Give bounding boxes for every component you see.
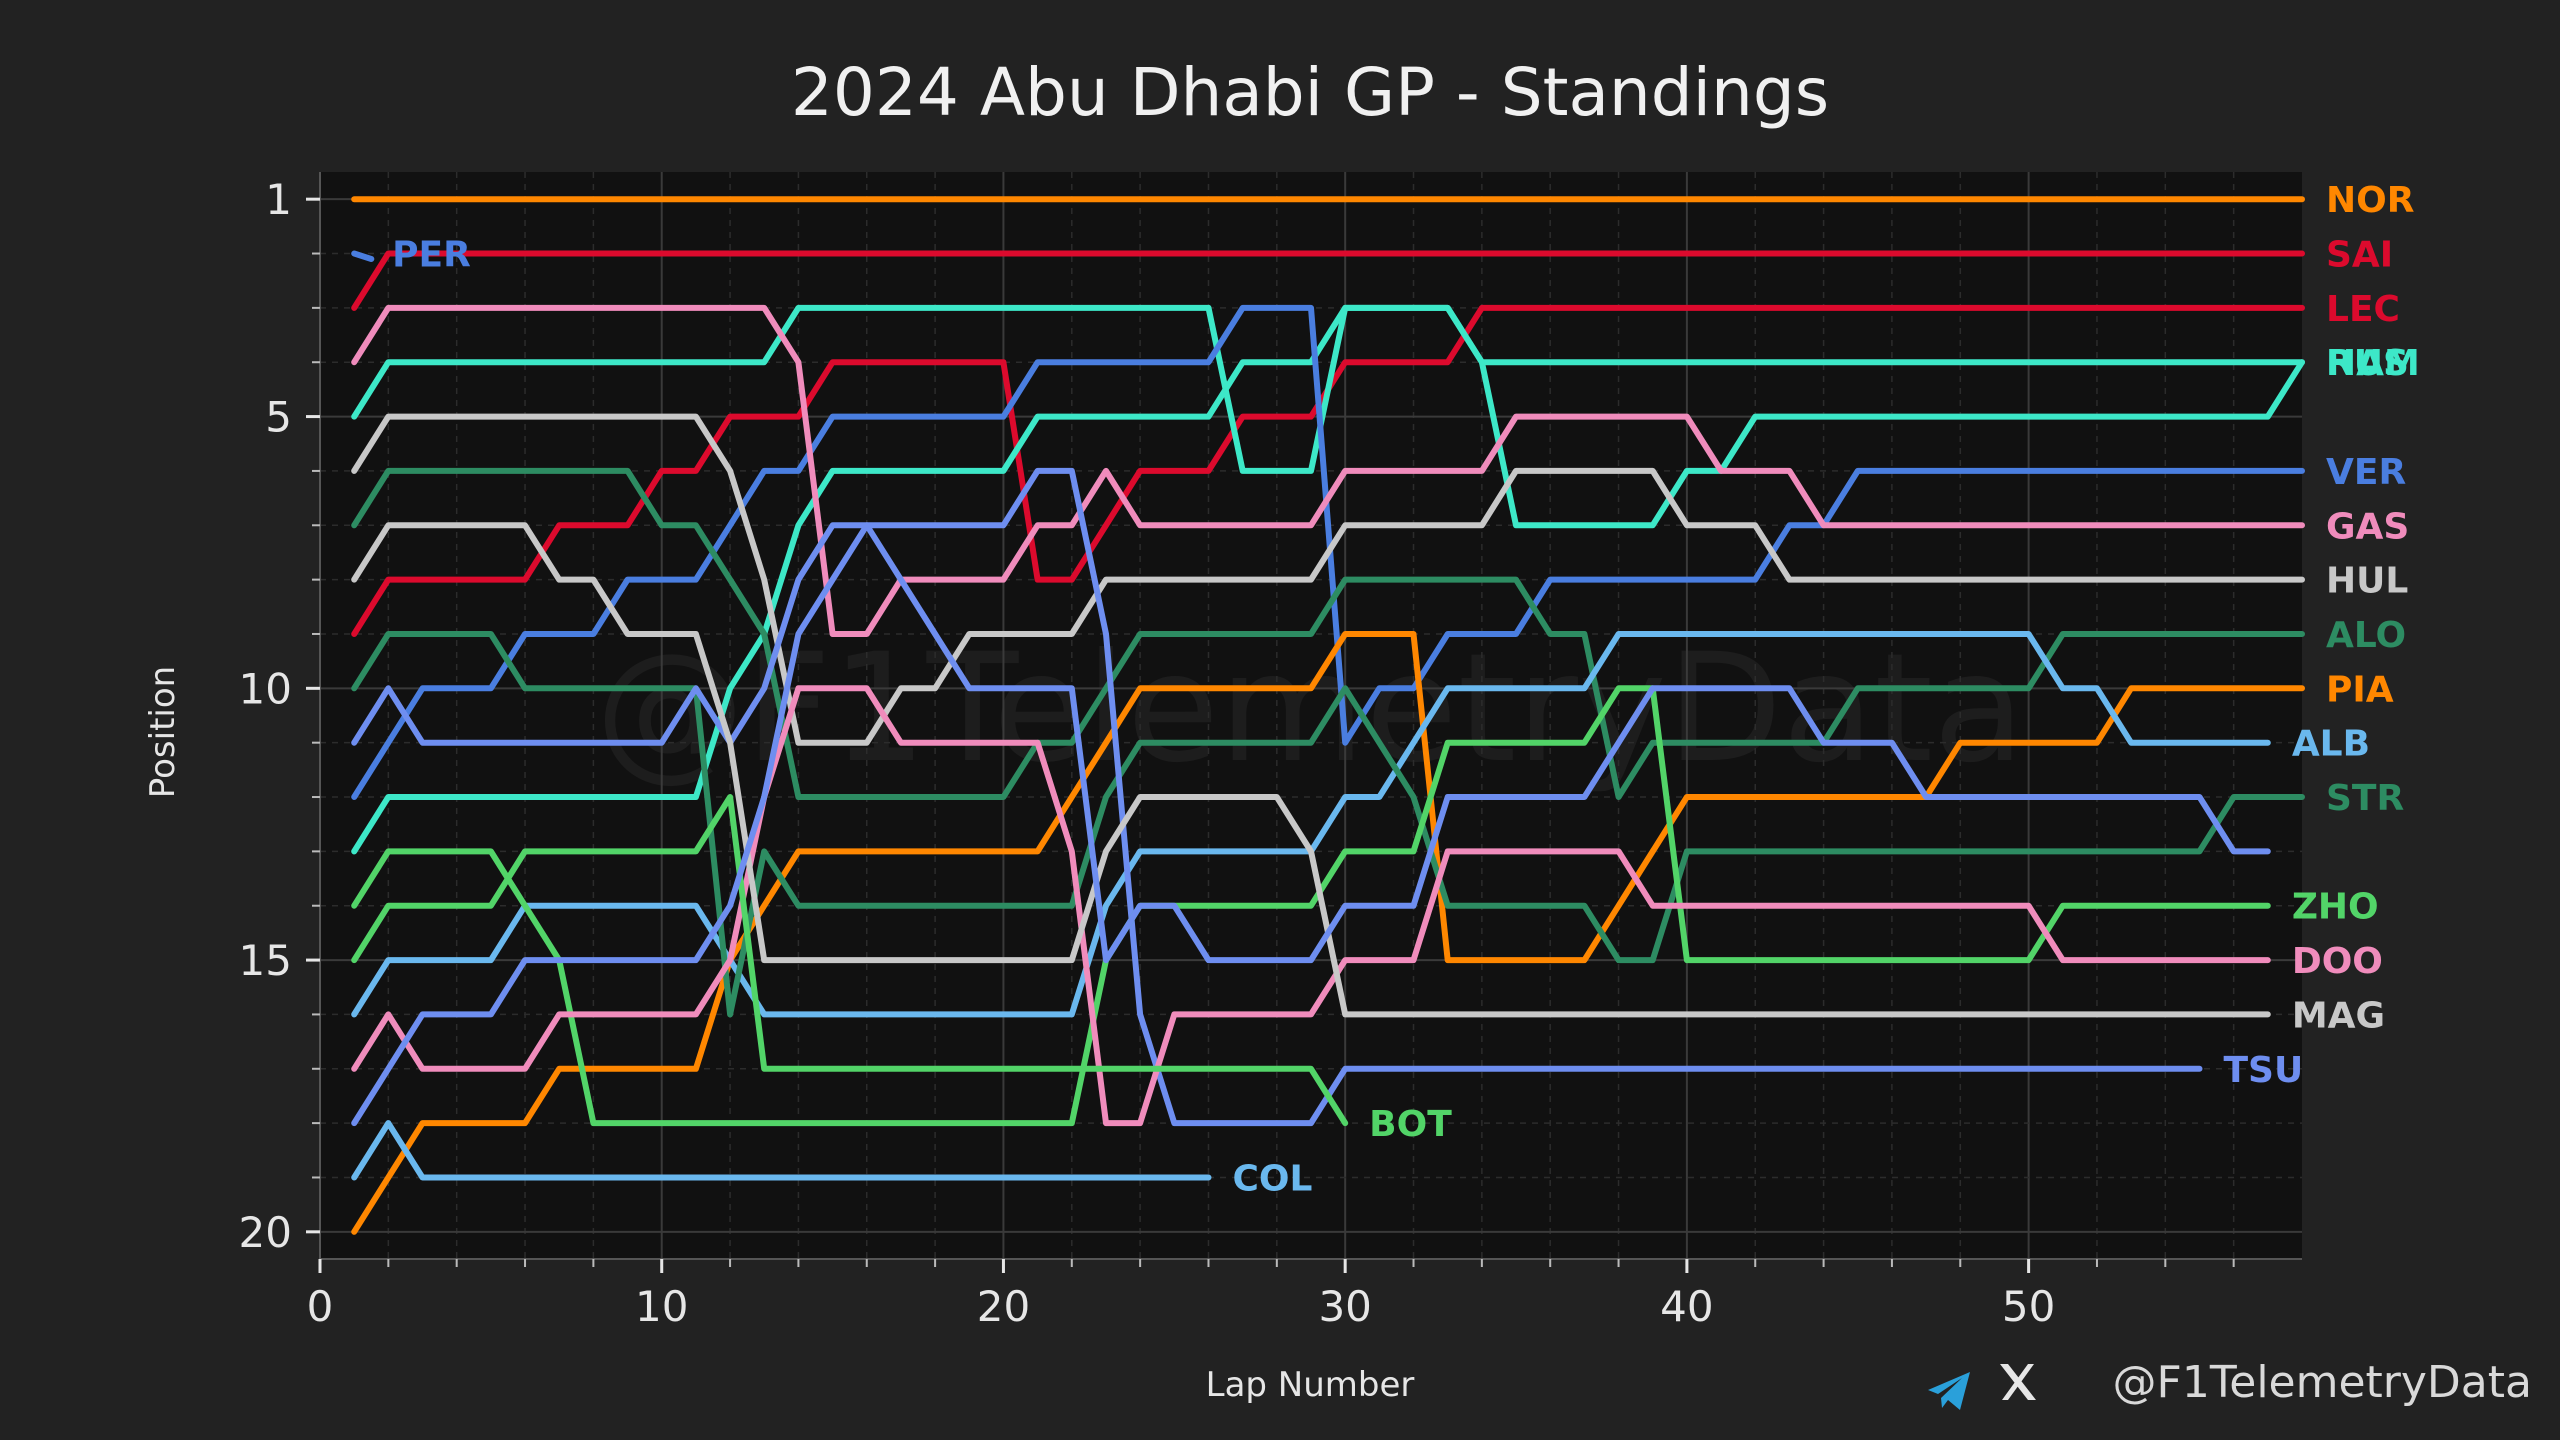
series-line-unlabeled: [351, 522, 2271, 1127]
driver-label-doo: DOO: [2292, 941, 2383, 982]
driver-label-alb: ALB: [2292, 724, 2370, 765]
watermark: @F1TelemetryData: [595, 622, 2025, 796]
driver-label-ver: VER: [2326, 452, 2406, 493]
driver-label-ham: HAM: [2326, 343, 2420, 384]
telegram-icon[interactable]: [1928, 1372, 1970, 1410]
driver-label-per: PER: [392, 235, 471, 276]
series-line-alo: [351, 467, 2305, 800]
driver-label-str: STR: [2326, 778, 2404, 819]
driver-label-lec: LEC: [2326, 289, 2400, 330]
x-axis-label: Lap Number: [1206, 1365, 1415, 1405]
driver-label-gas: GAS: [2326, 506, 2409, 547]
series-line-sai: [351, 250, 2305, 311]
x-tick-label: 20: [977, 1282, 1030, 1331]
x-tick-label: 30: [1318, 1282, 1371, 1331]
series-line-per: [351, 250, 375, 262]
series-line-str: [351, 631, 2305, 1018]
y-tick-label: 15: [239, 936, 292, 985]
y-tick-label: 20: [239, 1208, 292, 1257]
y-axis-label: Position: [143, 666, 183, 798]
series-line-ver: [351, 304, 2305, 800]
y-tick-label: 10: [239, 664, 292, 713]
y-tick-label: 5: [265, 393, 292, 442]
driver-label-alo: ALO: [2326, 615, 2406, 656]
plot-area: [320, 172, 2302, 1259]
driver-label-nor: NOR: [2326, 180, 2414, 221]
series-line-rus: [351, 304, 2305, 855]
driver-label-zho: ZHO: [2292, 887, 2379, 928]
chart-title: 2024 Abu Dhabi GP - Standings: [791, 54, 1829, 131]
x-tick-label: 10: [635, 1282, 688, 1331]
x-tick-label: 40: [1660, 1282, 1713, 1331]
driver-label-col: COL: [1232, 1158, 1312, 1199]
driver-label-rus: RUS: [2326, 343, 2409, 384]
x-icon[interactable]: [2000, 1364, 2036, 1400]
driver-label-mag: MAG: [2292, 995, 2385, 1036]
series-line-alb: [351, 631, 2271, 1018]
series-line-doo: [351, 685, 2271, 1127]
series-lines: [351, 196, 2305, 1235]
y-tick-label: 1: [265, 175, 292, 224]
series-line-gas: [351, 304, 2305, 637]
series-line-zho: [351, 685, 2271, 1127]
x-tick-label: 50: [2002, 1282, 2055, 1331]
x-tick-label: 0: [307, 1282, 334, 1331]
driver-label-bot: BOT: [1369, 1104, 1452, 1145]
series-line-hul: [351, 413, 2305, 746]
driver-label-tsu: TSU: [2223, 1050, 2303, 1091]
credit: @F1TelemetryData: [1928, 1357, 2532, 1410]
series-line-bot: [351, 794, 1349, 1127]
series-line-tsu: [351, 467, 2203, 1127]
series-line-col: [351, 1120, 1212, 1181]
driver-label-pia: PIA: [2326, 669, 2394, 710]
credit-handle[interactable]: @F1TelemetryData: [2113, 1357, 2532, 1408]
driver-label-hul: HUL: [2326, 561, 2408, 602]
driver-label-sai: SAI: [2326, 235, 2393, 276]
